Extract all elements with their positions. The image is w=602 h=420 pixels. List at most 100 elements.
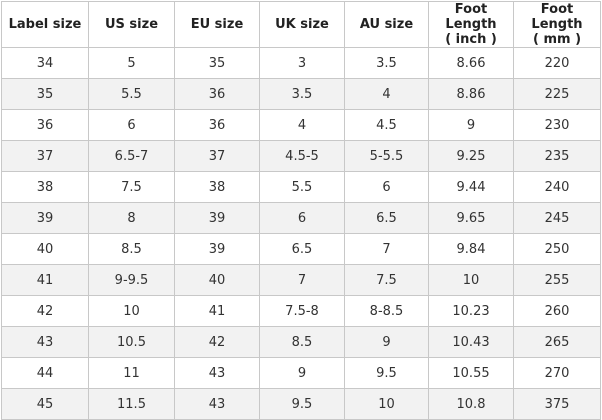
header-text: Foot Length xyxy=(531,2,583,32)
table-cell: 43 xyxy=(174,357,260,389)
table-cell: 4 xyxy=(259,109,345,141)
table-cell: 3.5 xyxy=(344,47,429,79)
table-cell: 4.5-5 xyxy=(259,140,345,172)
table-row: 36 6 36 4 4.5 9 230 xyxy=(1,109,601,141)
table-cell: 7 xyxy=(344,233,429,265)
table-cell: 230 xyxy=(513,109,601,141)
table-cell: 41 xyxy=(1,264,89,296)
header-cell: EU size xyxy=(174,1,260,48)
table-cell: 8-8.5 xyxy=(344,295,429,327)
table-cell: 8.5 xyxy=(259,326,345,358)
table-cell: 235 xyxy=(513,140,601,172)
header-text: Label size xyxy=(8,17,82,32)
header-row: Label size US size EU size UK size AU size Fo… xyxy=(1,1,601,48)
table-cell: 35 xyxy=(174,47,260,79)
table-cell: 265 xyxy=(513,326,601,358)
table-cell: 3.5 xyxy=(259,78,345,110)
table-cell: 245 xyxy=(513,202,601,234)
table-cell: 375 xyxy=(513,388,601,420)
table-cell: 7.5-8 xyxy=(259,295,345,327)
table-cell: 43 xyxy=(174,388,260,420)
table-cell: 250 xyxy=(513,233,601,265)
table-cell: 9 xyxy=(259,357,345,389)
header-cell: Label size xyxy=(1,1,89,48)
table-cell: 10.5 xyxy=(88,326,175,358)
table-cell: 5-5.5 xyxy=(344,140,429,172)
table-cell: 36 xyxy=(174,109,260,141)
table-cell: 10 xyxy=(88,295,175,327)
table-cell: 10.43 xyxy=(428,326,514,358)
table-cell: 9.84 xyxy=(428,233,514,265)
table-cell: 38 xyxy=(174,171,260,203)
table-cell: 6.5 xyxy=(344,202,429,234)
table-cell: 255 xyxy=(513,264,601,296)
table-cell: 6.5 xyxy=(259,233,345,265)
header-text: ( mm ) xyxy=(532,32,582,47)
header-cell: UK size xyxy=(259,1,345,48)
table-cell: 9.5 xyxy=(344,357,429,389)
table-cell: 36 xyxy=(174,78,260,110)
table-cell: 10.55 xyxy=(428,357,514,389)
table-cell: 10.23 xyxy=(428,295,514,327)
table-cell: 10 xyxy=(344,388,429,420)
table-cell: 40 xyxy=(174,264,260,296)
table-cell: 39 xyxy=(174,233,260,265)
table-cell: 41 xyxy=(174,295,260,327)
table-cell: 240 xyxy=(513,171,601,203)
table-cell: 7.5 xyxy=(344,264,429,296)
table-row: 40 8.5 39 6.5 7 9.84 250 xyxy=(1,233,601,265)
table-cell: 39 xyxy=(174,202,260,234)
table-cell: 11.5 xyxy=(88,388,175,420)
table-row: 42 10 41 7.5-8 8-8.5 10.23 260 xyxy=(1,295,601,327)
header-text: Foot Length xyxy=(445,2,497,32)
table-cell: 7 xyxy=(259,264,345,296)
table-cell: 10.8 xyxy=(428,388,514,420)
header-cell: Foot Length( mm ) xyxy=(513,1,601,48)
table-cell: 9-9.5 xyxy=(88,264,175,296)
header-text: US size xyxy=(104,17,159,32)
table-cell: 3 xyxy=(259,47,345,79)
table-cell: 36 xyxy=(1,109,89,141)
table-cell: 260 xyxy=(513,295,601,327)
table-row: 34 5 35 3 3.5 8.66 220 xyxy=(1,47,601,79)
table-cell: 45 xyxy=(1,388,89,420)
table-row: 35 5.5 36 3.5 4 8.86 225 xyxy=(1,78,601,110)
table-cell: 34 xyxy=(1,47,89,79)
table-cell: 10 xyxy=(428,264,514,296)
table-cell: 9 xyxy=(344,326,429,358)
table-cell: 11 xyxy=(88,357,175,389)
table-row: 41 9-9.5 40 7 7.5 10 255 xyxy=(1,264,601,296)
table-cell: 35 xyxy=(1,78,89,110)
table-row: 37 6.5-7 37 4.5-5 5-5.5 9.25 235 xyxy=(1,140,601,172)
table-cell: 38 xyxy=(1,171,89,203)
table-cell: 9.65 xyxy=(428,202,514,234)
table-cell: 8.86 xyxy=(428,78,514,110)
header-text: ( inch ) xyxy=(445,32,497,47)
table-row: 43 10.5 42 8.5 9 10.43 265 xyxy=(1,326,601,358)
header-text: AU size xyxy=(359,17,414,32)
table-cell: 43 xyxy=(1,326,89,358)
table-row: 44 11 43 9 9.5 10.55 270 xyxy=(1,357,601,389)
table-row: 38 7.5 38 5.5 6 9.44 240 xyxy=(1,171,601,203)
table-cell: 270 xyxy=(513,357,601,389)
table-cell: 39 xyxy=(1,202,89,234)
table-cell: 44 xyxy=(1,357,89,389)
table-cell: 7.5 xyxy=(88,171,175,203)
table-row: 39 8 39 6 6.5 9.65 245 xyxy=(1,202,601,234)
table-cell: 5.5 xyxy=(259,171,345,203)
table-cell: 4.5 xyxy=(344,109,429,141)
table-cell: 6 xyxy=(259,202,345,234)
header-text: EU size xyxy=(190,17,244,32)
header-cell: Foot Length( inch ) xyxy=(428,1,514,48)
table-cell: 9.25 xyxy=(428,140,514,172)
table-cell: 4 xyxy=(344,78,429,110)
table-cell: 225 xyxy=(513,78,601,110)
table-cell: 6.5-7 xyxy=(88,140,175,172)
header-cell: US size xyxy=(88,1,175,48)
table-cell: 40 xyxy=(1,233,89,265)
table-cell: 42 xyxy=(1,295,89,327)
table-cell: 9 xyxy=(428,109,514,141)
header-text: UK size xyxy=(275,17,329,32)
